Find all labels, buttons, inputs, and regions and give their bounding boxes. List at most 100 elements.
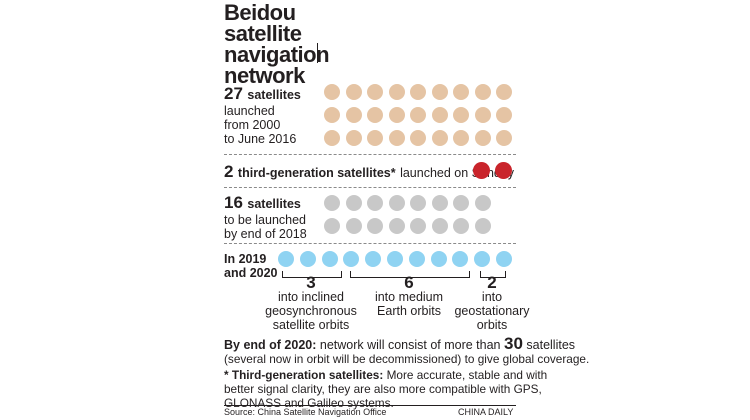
- group-line: Earth orbits: [377, 304, 441, 318]
- satellite-dot: [388, 84, 405, 100]
- satellite-dot: [388, 195, 405, 211]
- satellite-dot: [367, 195, 383, 211]
- launched-unit: satellites: [247, 88, 301, 102]
- satellite-dot: [431, 107, 448, 123]
- source-text: Source: China Satellite Navigation Offic…: [224, 407, 387, 417]
- satellite-dot: [496, 251, 512, 267]
- satellite-dot: [430, 251, 447, 267]
- end-text: satellites: [526, 338, 576, 352]
- group-bracket: [350, 271, 470, 278]
- satellite-dot: [345, 130, 362, 146]
- launched-line: from 2000: [224, 118, 281, 132]
- satellite-dot: [410, 218, 426, 234]
- satellite-dot: [410, 107, 426, 123]
- end-number: 30: [504, 334, 523, 353]
- satellite-dot: [473, 162, 490, 179]
- satellite-dot: [474, 84, 491, 100]
- third-gen-label: 2 third-generation satellites* launched …: [224, 162, 514, 182]
- satellite-dot: [345, 107, 362, 123]
- page-title: Beidou satellite navigation network: [224, 0, 330, 88]
- satellite-dot: [388, 218, 405, 234]
- title-line: network: [224, 63, 305, 88]
- satellite-dot: [345, 218, 362, 234]
- group-geostationary: 2 into geostationary orbits: [452, 273, 532, 332]
- group-line: into inclined: [277, 290, 344, 304]
- third-gen-text: third-generation satellites*: [237, 166, 396, 180]
- end-line: (several now in orbit will be decommissi…: [224, 352, 590, 366]
- note-line: better signal clarity, they are also mor…: [224, 382, 542, 396]
- title-cursor: [317, 43, 318, 63]
- satellite-dot: [324, 195, 340, 211]
- satellite-dot: [367, 107, 383, 123]
- satellite-dot: [387, 251, 403, 267]
- note-text: More accurate, stable and with: [386, 368, 548, 382]
- satellite-dot: [453, 218, 469, 234]
- launched-count: 27: [224, 84, 243, 103]
- group-inclined: 3 into inclined geosynchronous satellite…: [258, 273, 364, 332]
- planned-count: 16: [224, 193, 243, 212]
- group-count: 2: [487, 273, 497, 292]
- group-count: 3: [306, 273, 316, 292]
- group-bracket: [480, 271, 506, 278]
- satellite-dot: [474, 130, 491, 146]
- satellite-dot: [365, 251, 382, 267]
- satellite-dot: [388, 130, 405, 146]
- title-line: Beidou: [224, 0, 296, 25]
- satellite-dot: [367, 84, 383, 100]
- group-medium-earth: 6 into medium Earth orbits: [360, 273, 458, 318]
- note-line: GLONASS and Galileo systems.: [224, 396, 394, 410]
- satellite-dot: [453, 130, 469, 146]
- satellite-dot: [324, 84, 340, 100]
- group-bracket: [282, 271, 342, 278]
- satellite-dot: [345, 84, 362, 100]
- satellite-dot: [324, 218, 340, 234]
- divider: [224, 154, 516, 155]
- divider: [224, 243, 516, 244]
- group-line: into: [481, 290, 503, 304]
- planned-label: 16 satellites to be launched by end of 2…: [224, 193, 319, 241]
- end-text: network will consist of more than: [319, 338, 501, 352]
- launched-line: launched: [224, 104, 275, 118]
- satellite-dot: [299, 251, 316, 267]
- launched-line: to June 2016: [224, 132, 297, 146]
- satellite-dot: [474, 107, 491, 123]
- group-line: orbits: [476, 318, 508, 332]
- end-2020-note: By end of 2020: network will consist of …: [224, 334, 590, 366]
- divider: [224, 187, 516, 188]
- satellite-dot: [452, 251, 469, 267]
- satellite-dot: [495, 162, 512, 179]
- satellite-dot: [431, 218, 448, 234]
- credit-text: CHINA DAILY: [458, 407, 514, 417]
- satellite-dot: [410, 84, 426, 100]
- third-gen-footnote: * Third-generation satellites: More accu…: [224, 368, 547, 410]
- footer-rule: [224, 405, 516, 406]
- note-label: * Third-generation satellites:: [224, 368, 384, 382]
- satellite-dot: [496, 130, 512, 146]
- future-line: and 2020: [224, 266, 278, 280]
- title-line: navigation: [224, 42, 330, 67]
- satellite-dot: [453, 84, 469, 100]
- satellite-dot: [278, 251, 294, 267]
- satellite-dot: [324, 107, 340, 123]
- satellite-dot: [496, 107, 512, 123]
- planned-unit: satellites: [247, 197, 301, 211]
- satellite-dot: [410, 195, 426, 211]
- planned-line: to be launched: [224, 213, 307, 227]
- end-label: By end of 2020:: [224, 338, 317, 352]
- satellite-dot: [474, 195, 491, 211]
- third-gen-count: 2: [224, 162, 234, 181]
- satellite-dot: [408, 251, 425, 267]
- satellite-dot: [345, 195, 362, 211]
- satellite-dot: [367, 130, 383, 146]
- group-count: 6: [404, 273, 414, 292]
- satellite-dot: [410, 130, 426, 146]
- satellite-dot: [388, 107, 405, 123]
- planned-line: by end of 2018: [224, 227, 307, 241]
- group-line: geosynchronous: [265, 304, 357, 318]
- satellite-dot: [474, 218, 491, 234]
- satellite-dot: [474, 251, 491, 267]
- satellite-dot: [431, 195, 448, 211]
- satellite-dot: [321, 251, 338, 267]
- satellite-dot: [343, 251, 360, 267]
- satellite-dot: [431, 84, 448, 100]
